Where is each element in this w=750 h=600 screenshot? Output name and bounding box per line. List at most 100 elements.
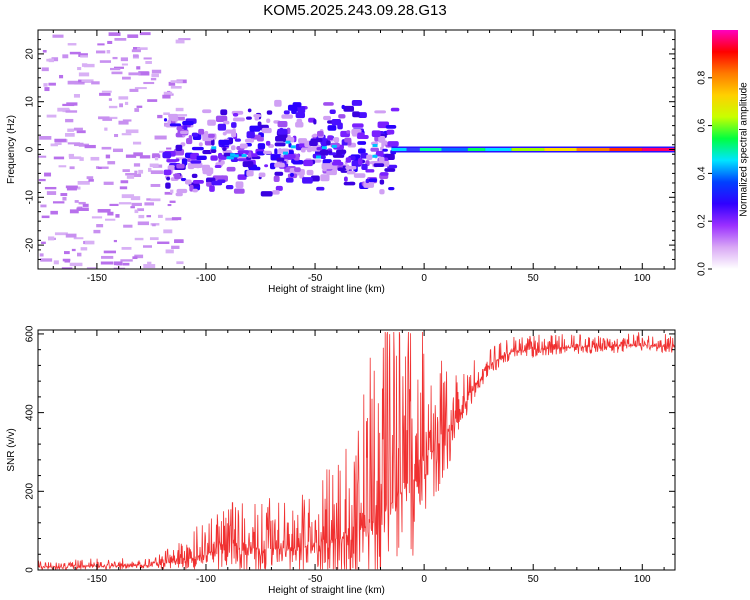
- spectral-cell: [226, 166, 236, 172]
- noise-cell: [104, 127, 108, 131]
- noise-cell: [111, 71, 123, 75]
- noise-cell: [77, 252, 82, 257]
- colorbar: 0.0 0.2 0.4 0.6 0.8 Normalized spectral ampli…: [697, 30, 750, 276]
- noise-cell: [96, 224, 104, 228]
- noise-cell: [97, 43, 105, 46]
- noise-cell: [38, 155, 47, 158]
- spectral-cell: [300, 147, 306, 153]
- spectral-cell: [386, 164, 398, 169]
- noise-cell: [134, 108, 140, 112]
- spectral-peak: [372, 154, 378, 158]
- spectral-cell: [351, 100, 363, 106]
- noise-cell: [62, 54, 69, 59]
- spectral-cell: [329, 109, 336, 115]
- noise-cell: [84, 144, 96, 149]
- noise-cell: [39, 253, 44, 257]
- spectral-cell: [256, 136, 264, 142]
- spectral-cell: [166, 176, 171, 181]
- noise-cell: [131, 49, 141, 53]
- noise-cell: [76, 207, 89, 211]
- noise-cell: [64, 251, 70, 255]
- y-tick-label: -10: [25, 190, 36, 205]
- noise-cell: [177, 116, 185, 120]
- noise-cell: [106, 50, 111, 54]
- spectral-cell: [379, 189, 385, 195]
- spectral-cell: [167, 119, 171, 126]
- noise-cell: [147, 99, 158, 102]
- spectral-cell: [247, 151, 252, 158]
- noise-cell: [164, 191, 173, 195]
- noise-cell: [67, 43, 77, 46]
- noise-cell: [175, 107, 184, 112]
- noise-cell: [58, 165, 67, 168]
- carrier-line-segment: [467, 148, 486, 151]
- noise-cell: [150, 198, 161, 202]
- spectral-cell: [202, 164, 211, 172]
- spectral-cell: [233, 188, 245, 194]
- spectral-cell: [190, 153, 197, 160]
- spectral-cell: [191, 146, 204, 151]
- spectral-cell: [345, 166, 357, 170]
- carrier-line-segment: [544, 148, 577, 151]
- noise-cell: [69, 209, 79, 214]
- snr-panel: -150 -100 -50 0 50 100 0 200 400 600 Height of str…: [6, 325, 676, 596]
- carrier-line-segment: [576, 148, 610, 151]
- spectral-cell: [348, 181, 355, 185]
- noise-cell: [132, 47, 141, 50]
- spectral-cell: [346, 130, 351, 134]
- noise-cell: [101, 255, 114, 259]
- spectral-cell: [220, 109, 228, 116]
- noise-cell: [44, 172, 52, 177]
- noise-cell: [96, 50, 106, 54]
- noise-cell: [54, 142, 62, 145]
- spectral-cell: [286, 127, 291, 135]
- noise-cell: [150, 183, 161, 187]
- noise-cell: [120, 180, 129, 184]
- noise-cell: [122, 262, 130, 266]
- noise-cell: [74, 82, 85, 85]
- spectral-cell: [312, 133, 318, 138]
- spectral-peak: [211, 146, 217, 150]
- spectral-cell: [174, 173, 181, 180]
- noise-cell: [53, 156, 65, 160]
- noise-cell: [137, 208, 145, 212]
- noise-cell: [78, 143, 90, 147]
- noise-cell: [152, 153, 160, 157]
- noise-cell: [54, 138, 67, 142]
- noise-cell: [177, 114, 188, 117]
- spectral-cell: [266, 110, 273, 115]
- spectral-cell: [176, 126, 182, 131]
- spectral-cell: [275, 185, 283, 191]
- x-tick-label: 50: [528, 574, 540, 585]
- spectral-cell: [390, 107, 400, 112]
- spectral-cell: [231, 122, 237, 128]
- noise-cell: [122, 169, 130, 173]
- spectral-cell: [254, 114, 259, 121]
- noise-cell: [102, 118, 113, 121]
- noise-cell: [137, 221, 150, 226]
- spectral-cell: [207, 133, 215, 138]
- spectral-cell: [198, 128, 205, 135]
- noise-cell: [134, 170, 138, 173]
- noise-cell: [101, 90, 112, 93]
- colorbar-tick-label: 0.0: [697, 262, 708, 276]
- spectral-cell: [285, 177, 294, 183]
- spectral-cell: [281, 114, 293, 119]
- noise-cell: [40, 258, 53, 262]
- noise-cell: [165, 217, 178, 221]
- colorbar-tick-label: 0.6: [697, 118, 708, 132]
- y-tick-label: 400: [25, 404, 36, 421]
- noise-cell: [113, 267, 126, 269]
- snr-frame: [37, 329, 676, 571]
- noise-cell: [78, 72, 90, 77]
- spectral-cell: [322, 165, 327, 172]
- noise-cell: [134, 209, 139, 214]
- noise-cell: [52, 34, 64, 38]
- noise-cell: [138, 71, 150, 76]
- carrier-line-segment: [391, 148, 407, 151]
- spectral-cell: [211, 148, 217, 154]
- noise-cell: [97, 166, 109, 169]
- noise-cell: [124, 101, 129, 105]
- spectral-cell: [378, 136, 386, 143]
